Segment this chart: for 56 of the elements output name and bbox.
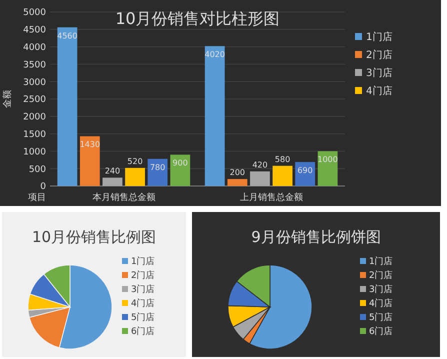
legend-label: 6门店 [369, 326, 393, 337]
y-tick-label: 1000 [23, 147, 46, 158]
legend-label: 1门店 [366, 31, 392, 43]
legend-label: 3门店 [366, 67, 392, 79]
y-tick-label: 2500 [23, 95, 46, 106]
data-label: 4020 [204, 50, 225, 60]
legend-label: 4门店 [366, 85, 392, 97]
data-label: 690 [297, 166, 313, 175]
data-label: 1000 [318, 155, 338, 164]
legend-label: 3门店 [369, 284, 393, 295]
bar [102, 178, 122, 186]
chart-title: 10月份销售比例图 [32, 228, 156, 246]
bar [57, 27, 78, 186]
chart-title: 10月份销售对比柱形图 [115, 9, 280, 28]
y-tick-label: 1500 [23, 130, 46, 140]
y-tick-label: 3000 [23, 78, 46, 88]
legend-label: 3门店 [131, 284, 155, 295]
legend-label: 4门店 [131, 298, 155, 309]
legend-label: 2门店 [366, 49, 392, 61]
bar [204, 46, 225, 186]
legend-label: 5门店 [369, 312, 393, 323]
legend-label: 2门店 [131, 270, 155, 281]
bar [250, 171, 270, 186]
data-label: 900 [172, 158, 188, 168]
y-tick-label: 3500 [23, 60, 46, 70]
bar [227, 179, 248, 186]
legend-label: 2门店 [369, 270, 393, 281]
legend-label: 4门店 [369, 298, 393, 309]
bar [148, 158, 168, 186]
y-tick-label: 4000 [23, 42, 46, 53]
y-tick-label: 0 [40, 182, 46, 192]
x-tick-label: 上月销售总金额 [240, 192, 303, 203]
bar [272, 166, 292, 186]
data-label: 200 [230, 168, 246, 178]
data-label: 4560 [57, 31, 78, 40]
data-label: 780 [150, 162, 166, 172]
y-tick-label: 500 [28, 164, 46, 175]
data-label: 1430 [80, 140, 100, 150]
bar [80, 136, 100, 186]
y-axis-title: 金额 [2, 90, 13, 108]
legend-label: 1门店 [369, 256, 393, 267]
legend-label: 6门店 [131, 326, 155, 337]
y-tick-label: 4500 [23, 26, 46, 36]
data-label: 240 [104, 166, 120, 176]
legend-label: 5门店 [131, 312, 155, 323]
bar [170, 154, 190, 186]
data-label: 420 [252, 160, 268, 170]
legend-label: 1门店 [131, 256, 155, 267]
bar [125, 168, 145, 186]
y-tick-label: 2000 [23, 112, 46, 123]
data-label: 520 [127, 156, 143, 166]
x-tick-label: 本月销售总金额 [92, 192, 156, 203]
chart-title: 9月份销售比例饼图 [251, 228, 381, 246]
x-axis-title: 项目 [28, 193, 46, 203]
data-label: 580 [274, 154, 290, 164]
y-tick-label: 5000 [23, 8, 46, 18]
